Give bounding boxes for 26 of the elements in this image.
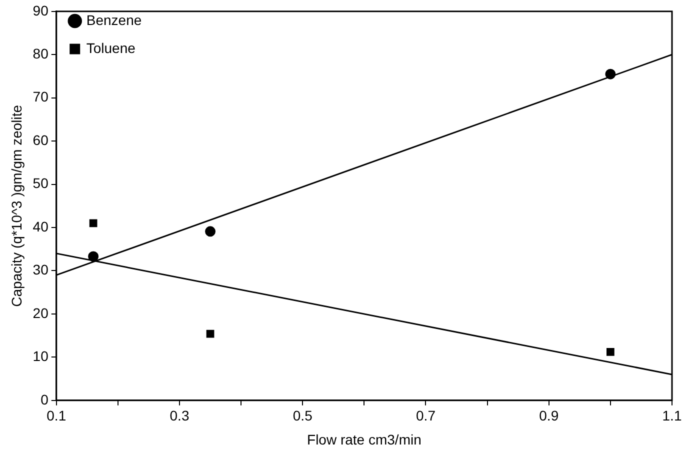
y-tick-label: 70 bbox=[32, 88, 49, 105]
y-tick-label: 90 bbox=[32, 2, 49, 18]
y-tick-label: 50 bbox=[32, 175, 49, 192]
y-tick-label: 40 bbox=[32, 218, 49, 234]
x-tick-label: 0.1 bbox=[46, 408, 66, 424]
legend-label: Benzene bbox=[86, 12, 142, 28]
x-tick-label: 0.7 bbox=[416, 408, 436, 424]
x-tick-label: 0.9 bbox=[539, 408, 559, 424]
legend-label: Toluene bbox=[86, 40, 136, 56]
y-tick-label: 10 bbox=[32, 348, 49, 364]
point bbox=[606, 348, 614, 356]
x-tick-label: 0.3 bbox=[170, 408, 190, 424]
y-tick-label: 80 bbox=[32, 45, 49, 62]
point bbox=[205, 226, 216, 237]
x-axis-title: Flow rate cm3/min bbox=[307, 431, 422, 448]
point bbox=[206, 330, 214, 338]
point bbox=[89, 219, 98, 228]
y-tick-label: 60 bbox=[32, 132, 49, 148]
point bbox=[88, 251, 99, 262]
y-tick-label: 20 bbox=[32, 304, 49, 321]
point bbox=[605, 68, 616, 80]
x-tick-label: 1.1 bbox=[662, 408, 682, 424]
y-tick-label: 30 bbox=[32, 262, 49, 278]
y-tick-label: 0 bbox=[40, 391, 49, 408]
x-tick-label: 0.5 bbox=[292, 408, 313, 424]
y-axis-title: Capacity (q*10^3 )gm/gm zeolite bbox=[8, 104, 24, 307]
